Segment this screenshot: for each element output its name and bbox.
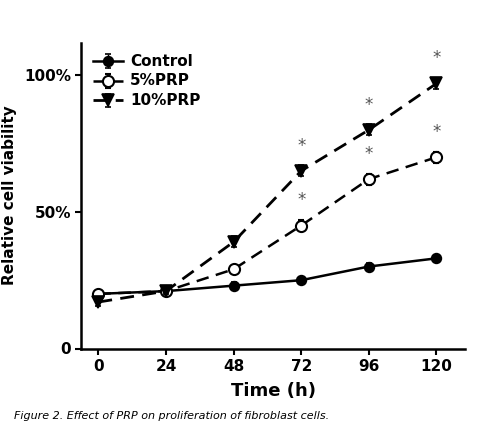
- Text: *: *: [432, 49, 441, 67]
- Text: *: *: [432, 123, 441, 141]
- Text: *: *: [297, 136, 306, 155]
- Text: *: *: [365, 96, 373, 113]
- Text: *: *: [365, 145, 373, 163]
- Text: *: *: [297, 191, 306, 209]
- X-axis label: Time (h): Time (h): [230, 382, 316, 400]
- Legend: Control, 5%PRP, 10%PRP: Control, 5%PRP, 10%PRP: [88, 49, 205, 113]
- Text: Figure 2. Effect of PRP on proliferation of fibroblast cells.: Figure 2. Effect of PRP on proliferation…: [14, 411, 330, 421]
- Y-axis label: Relative cell viability: Relative cell viability: [2, 106, 17, 285]
